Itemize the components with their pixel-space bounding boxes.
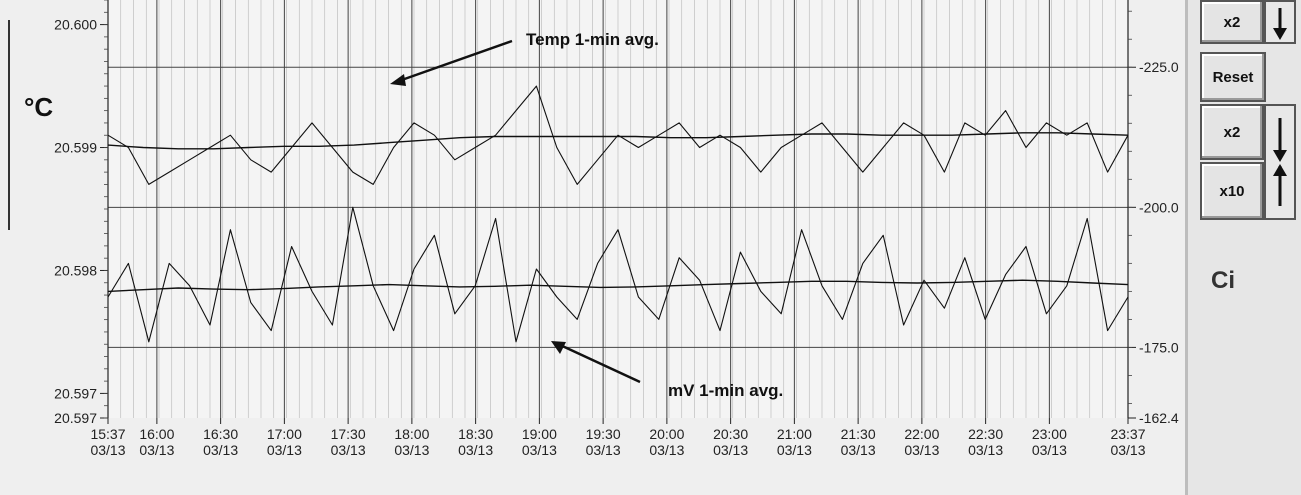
x-tick-date-label: 03/13 [90, 442, 125, 458]
x-tick-time-label: 22:30 [968, 426, 1003, 442]
x-tick-date-label: 03/13 [203, 442, 238, 458]
x-tick-date-label: 03/13 [968, 442, 1003, 458]
annotation-layer: Temp 1-min avg. mV 1-min avg. [390, 30, 783, 400]
right-tick-label: -162.4 [1139, 410, 1179, 426]
mv-annotation-label: mV 1-min avg. [668, 381, 783, 400]
x-tick-time-label: 16:00 [139, 426, 174, 442]
x-tick-time-label: 21:30 [841, 426, 876, 442]
y-unit-label: °C [24, 92, 54, 122]
x-tick-time-label: 23:37 [1110, 426, 1145, 442]
x-tick-date-label: 03/13 [139, 442, 174, 458]
minor-gridlines [107, 0, 1129, 418]
x-tick-date-label: 03/13 [1110, 442, 1145, 458]
scroll-down-button[interactable] [1264, 0, 1296, 44]
x-tick-date-label: 03/13 [904, 442, 939, 458]
x-tick-date-label: 03/13 [394, 442, 429, 458]
mv-average-line [107, 279, 1129, 293]
x-tick-date-label: 03/13 [1032, 442, 1067, 458]
x-tick-time-label: 20:00 [649, 426, 684, 442]
x-tick-date-label: 03/13 [649, 442, 684, 458]
x-tick-date-label: 03/13 [267, 442, 302, 458]
mv-arrow-head [551, 341, 566, 354]
left-tick-label: 20.600 [54, 17, 97, 33]
mv-annotation-arrow [557, 342, 641, 384]
zoom-x10-button[interactable]: x10 [1200, 162, 1264, 220]
zoom-x2-button[interactable]: x2 [1200, 104, 1264, 160]
x-tick-time-label: 16:30 [203, 426, 238, 442]
x-tick-date-label: 03/13 [713, 442, 748, 458]
temp-arrow-head [390, 74, 406, 86]
x-tick-date-label: 03/13 [841, 442, 876, 458]
x-tick-date-label: 03/13 [777, 442, 812, 458]
temp-raw-line [107, 85, 1129, 185]
zoom-x2-top-button[interactable]: x2 [1200, 0, 1264, 44]
right-tick-label: -225.0 [1139, 59, 1179, 75]
right-tick-label: -200.0 [1139, 199, 1179, 215]
temp-annotation-label: Temp 1-min avg. [526, 30, 659, 49]
x-axis: 15:3703/1316:0003/1316:3003/1317:0003/13… [90, 418, 1146, 458]
x-tick-date-label: 03/13 [522, 442, 557, 458]
x-tick-time-label: 23:00 [1032, 426, 1067, 442]
temp-annotation-arrow [395, 39, 513, 84]
x-tick-time-label: 18:30 [458, 426, 493, 442]
x-tick-time-label: 21:00 [777, 426, 812, 442]
series-layer [107, 85, 1129, 343]
reset-button[interactable]: Reset [1200, 52, 1266, 102]
x-tick-time-label: 19:00 [522, 426, 557, 442]
arrow-up-down-icon [1273, 118, 1287, 206]
left-tick-label: 20.597 [54, 385, 97, 401]
x-tick-time-label: 17:00 [267, 426, 302, 442]
x-tick-time-label: 22:00 [904, 426, 939, 442]
left-divider [8, 20, 10, 230]
x-tick-date-label: 03/13 [331, 442, 366, 458]
x-tick-date-label: 03/13 [458, 442, 493, 458]
range-adjust-button[interactable] [1264, 104, 1296, 220]
left-axis: 20.597 20.597 20.598 20.599 20.600 [54, 0, 109, 426]
chart-area: 20.597 20.597 20.598 20.599 20.600 -162.4 -17… [54, 0, 1179, 458]
mv-raw-line [107, 206, 1129, 343]
left-tick-label: 20.598 [54, 262, 97, 278]
temp-average-line [107, 132, 1129, 150]
arrow-down-icon [1273, 8, 1287, 40]
x-tick-date-label: 03/13 [586, 442, 621, 458]
left-tick-label: 20.597 [54, 410, 97, 426]
channel-unit-label: Ci [1211, 267, 1235, 294]
right-axis: -162.4 -175.0 -200.0 -225.0 [1127, 0, 1179, 426]
x-tick-time-label: 19:30 [586, 426, 621, 442]
left-tick-label: 20.599 [54, 140, 97, 156]
x-tick-time-label: 20:30 [713, 426, 748, 442]
x-tick-time-label: 17:30 [331, 426, 366, 442]
x-tick-time-label: 18:00 [394, 426, 429, 442]
right-tick-label: -175.0 [1139, 339, 1179, 355]
x-tick-time-label: 15:37 [90, 426, 125, 442]
